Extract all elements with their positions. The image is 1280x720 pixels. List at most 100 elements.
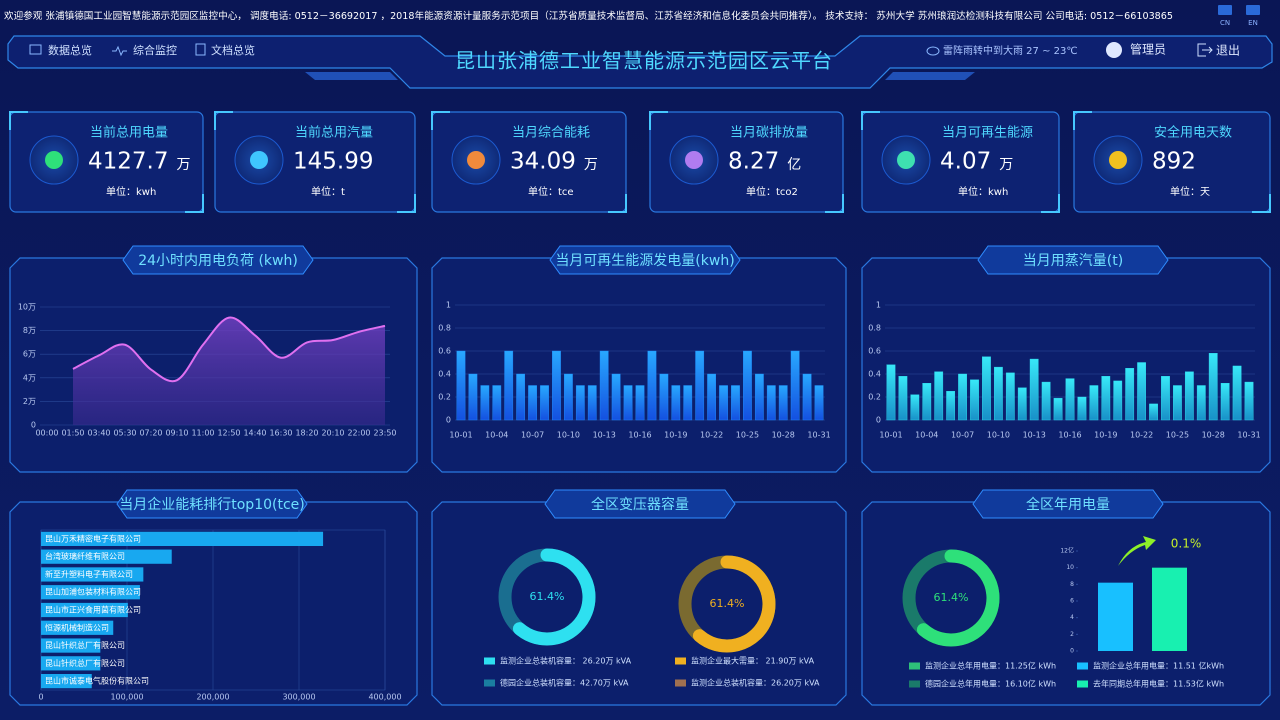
- legend-swatch: [1077, 662, 1088, 670]
- kpi-value: 34.09: [510, 149, 576, 175]
- bar: [1125, 368, 1135, 421]
- x-tick-label: 12:50: [217, 429, 240, 438]
- bar: [994, 366, 1003, 421]
- bar: [719, 385, 728, 421]
- x-tick-label: 10-10: [987, 431, 1010, 440]
- x-tick-label: 10-19: [664, 431, 687, 440]
- panel-tab: [977, 245, 1169, 275]
- bar: [516, 373, 526, 421]
- bar: [659, 373, 669, 421]
- legend-label: 监测企业总装机容量： 26.20万 kVA: [500, 656, 632, 666]
- kpi-corner: [649, 111, 844, 213]
- x-tick-label: 03:40: [87, 429, 110, 438]
- x-tick-label: 10-04: [915, 431, 938, 440]
- x-tick-label: 10-07: [951, 431, 974, 440]
- kpi-label: 当月碳排放量: [730, 126, 808, 141]
- bar: [1173, 385, 1182, 421]
- bar: [41, 656, 101, 671]
- kpi-label: 当前总用汽量: [295, 125, 373, 141]
- x-tick-label: 10-04: [485, 431, 508, 440]
- nav-icon: [112, 45, 127, 57]
- weather-icon: [926, 46, 940, 56]
- bar: [778, 385, 788, 421]
- nav-frame: [7, 35, 1273, 89]
- panel-title: 全区变压器容量: [591, 496, 689, 513]
- kpi-label: 当月综合能耗: [512, 126, 590, 141]
- bar: [922, 383, 932, 421]
- x-tick-label: 16:30: [269, 429, 292, 438]
- bar: [695, 350, 705, 421]
- donut-label: 61.4%: [530, 590, 565, 603]
- panel-title: 24小时内用电负荷 (kwh): [138, 253, 298, 269]
- bar: [946, 391, 956, 421]
- bar: [1041, 381, 1051, 421]
- bar: [1137, 362, 1146, 421]
- x-tick-label: 18:20: [295, 429, 318, 438]
- bar: [611, 373, 621, 421]
- nav-item[interactable]: 文档总览: [211, 43, 255, 57]
- y-tick-label: 10万: [18, 303, 36, 312]
- kpi-corner: [861, 111, 1060, 213]
- lang-cn[interactable]: CN: [1220, 19, 1230, 27]
- y-tick-label: 0.4: [868, 370, 881, 379]
- bar: [41, 620, 114, 635]
- panel-title: 当月企业能耗排行top10(tce): [119, 496, 304, 513]
- x-tick-label: 10-01: [879, 431, 902, 440]
- bar: [41, 585, 140, 600]
- bar: [1077, 396, 1087, 421]
- legend-swatch: [909, 662, 920, 670]
- lang-icon[interactable]: [1218, 5, 1232, 15]
- x-tick-label: 10-01: [449, 431, 472, 440]
- panel-title: 全区年用电量: [1026, 496, 1110, 513]
- bar: [623, 385, 633, 421]
- legend-swatch: [484, 679, 495, 687]
- panel-title: 当月可再生能源发电量(kwh): [555, 253, 734, 269]
- bar: [1184, 371, 1194, 421]
- legend-label: 德园企业总装机容量：42.70万 kVA: [500, 678, 629, 688]
- y-tick-label: 1: [876, 301, 881, 310]
- x-tick-label: 10-25: [1166, 431, 1189, 440]
- kpi-suffix: 亿: [787, 157, 801, 173]
- donut-label: 61.4%: [934, 591, 969, 604]
- legend-label: 监测企业总装机容量：26.20万 kVA: [691, 678, 820, 688]
- category-label: 台湾玻璃纤维有限公司: [45, 551, 125, 561]
- legend-label: 去年同期总年用电量：11.53亿 kWh: [1093, 679, 1224, 689]
- legend-swatch: [675, 679, 686, 687]
- nav-icon: [29, 44, 42, 55]
- x-tick-label: 100,000: [110, 693, 143, 702]
- y-tick-label: 2万: [23, 397, 36, 406]
- logout[interactable]: 退出: [1216, 44, 1240, 58]
- user-name[interactable]: 管理员: [1130, 42, 1166, 57]
- bar: [790, 350, 800, 421]
- y-tick-label: 0: [446, 416, 451, 425]
- kpi-suffix: 万: [176, 157, 190, 173]
- kpi-icon-glyph: [45, 151, 63, 169]
- legend-swatch: [1077, 680, 1088, 688]
- y-tick-label: 0: [876, 416, 881, 425]
- category-label: 恒源机械制造公司: [45, 622, 109, 632]
- bar: [1053, 397, 1063, 421]
- bar: [1196, 385, 1206, 421]
- bar: [1232, 365, 1242, 421]
- bar: [1089, 385, 1099, 421]
- y-tick-label: 0.6: [868, 347, 881, 356]
- legend-label: 监测企业总年用电量：11.51 亿kWh: [1093, 661, 1224, 671]
- bar: [802, 373, 812, 421]
- bar: [587, 385, 597, 421]
- x-tick-label: 10-10: [557, 431, 580, 440]
- nav-item[interactable]: 综合监控: [133, 43, 177, 57]
- logout-icon: [1197, 43, 1213, 57]
- kpi-icon-glyph: [897, 151, 915, 169]
- x-tick-label: 0: [38, 693, 43, 702]
- y-tick-label: 0.4: [438, 370, 451, 379]
- y-tick-label: 12亿: [1060, 547, 1074, 555]
- bar: [1244, 381, 1254, 421]
- bar: [564, 373, 573, 421]
- bar: [671, 385, 681, 421]
- lang-icon[interactable]: [1246, 5, 1260, 15]
- nav-item[interactable]: 数据总览: [48, 43, 92, 57]
- kpi-suffix: 万: [999, 157, 1013, 173]
- lang-en[interactable]: EN: [1248, 19, 1258, 27]
